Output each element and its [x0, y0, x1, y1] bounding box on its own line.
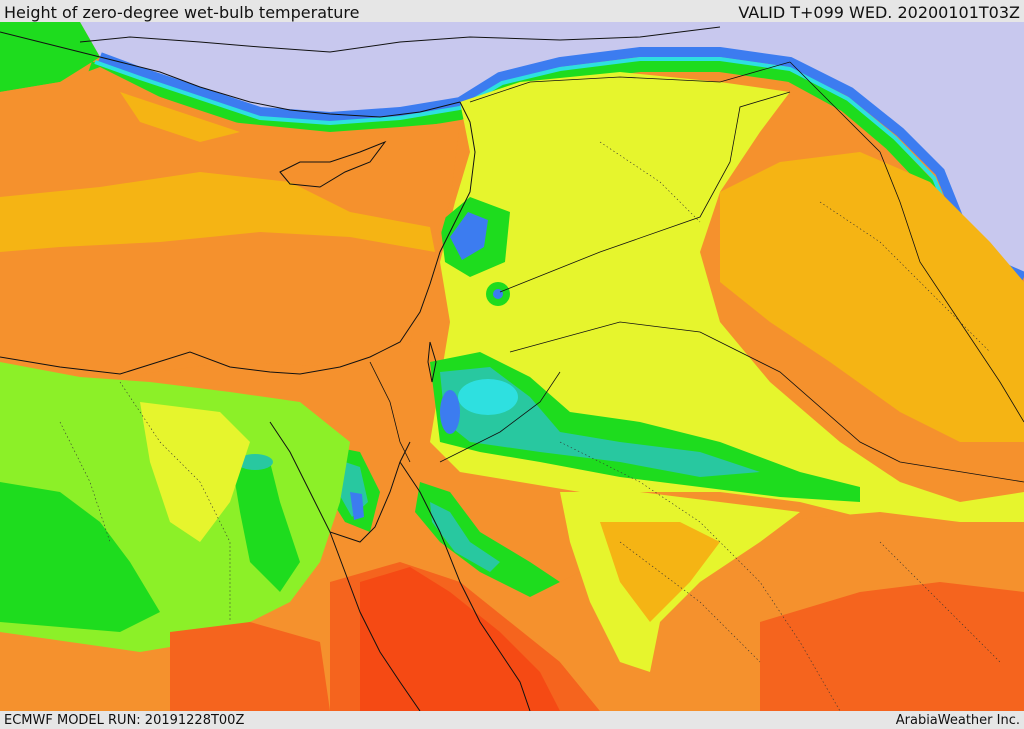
jordan-core [458, 379, 518, 415]
footer-bar: ECMWF MODEL RUN: 20191228T00Z ArabiaWeat… [0, 711, 1024, 729]
cold-band-jordan [430, 352, 860, 502]
coastlines [0, 26, 721, 711]
sinai-blue [350, 492, 364, 520]
south-red [360, 567, 560, 711]
coast-gulf-suez [269, 421, 411, 543]
hejaz-cold [415, 482, 560, 597]
jordan-blue [440, 390, 460, 434]
cold-zone-west [0, 22, 100, 92]
border-jordan-iraq [509, 321, 1024, 483]
map-title: Height of zero-degree wet-bulb temperatu… [4, 3, 360, 22]
border-saudi-jordan [439, 371, 561, 463]
southwest-red [170, 622, 330, 711]
southeast-red [760, 582, 1024, 711]
med-band-gold [0, 172, 435, 252]
blue-band-north [98, 47, 1024, 282]
dead-sea [427, 341, 437, 383]
hejaz-core [430, 502, 500, 572]
egypt-green [0, 482, 160, 632]
border-turkey-syria [469, 61, 791, 103]
coast-cyprus [279, 140, 387, 188]
coast-red-sea-east [399, 461, 531, 711]
weather-map [0, 22, 1024, 711]
nile-yellow [140, 402, 250, 542]
teal-band-jordan [440, 367, 760, 477]
aegean-gold [120, 92, 240, 142]
cold-zone-north [80, 22, 1024, 272]
lebanon-core [450, 212, 488, 260]
gold-zone-iraq [720, 152, 1024, 442]
hermon-core [493, 289, 503, 299]
borders [369, 61, 1024, 483]
coast-egypt-levant [0, 101, 476, 375]
header-bar: Height of zero-degree wet-bulb temperatu… [0, 0, 1024, 22]
egypt-cold-spot [237, 454, 273, 470]
provinces [59, 141, 1001, 711]
valid-time: VALID T+099 WED. 20200101T03Z [738, 3, 1020, 22]
coast-turkey [0, 31, 461, 118]
central-gold [600, 522, 720, 622]
credit: ArabiaWeather Inc. [895, 713, 1020, 728]
model-run: ECMWF MODEL RUN: 20191228T00Z [4, 713, 245, 728]
border-iran-iraq [789, 61, 1024, 423]
coast-black-sea [79, 26, 721, 53]
border-egypt-israel [369, 361, 411, 463]
coast-red-sea-west [329, 531, 421, 711]
egypt-green-2 [230, 452, 300, 592]
border-syria-iraq [499, 91, 791, 293]
cyan-edge-north [94, 57, 1024, 286]
